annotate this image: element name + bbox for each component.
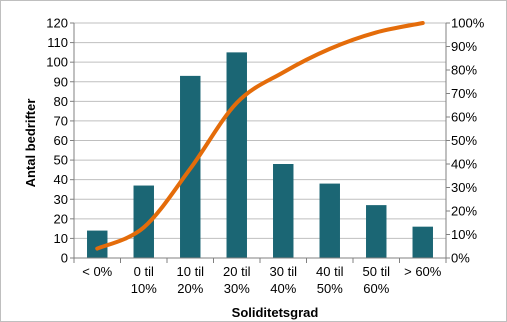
y-tick-label: 60 bbox=[54, 133, 68, 148]
y2-tick-label: 30% bbox=[451, 180, 477, 195]
y-tick-label: 40 bbox=[54, 172, 68, 187]
y2-tick-label: 10% bbox=[451, 227, 477, 242]
y2-tick-label: 70% bbox=[451, 86, 477, 101]
x-tick-label: < 0% bbox=[82, 264, 112, 279]
y2-tick-label: 100% bbox=[451, 16, 485, 31]
tick-labels: 0 10 20 30 40 50 60 70 80 90 100 110 120 0% 10% 20% 30% 4… bbox=[46, 16, 484, 297]
y-tick-label: 20 bbox=[54, 211, 68, 226]
bar bbox=[319, 183, 340, 258]
y-tick-label: 30 bbox=[54, 192, 68, 207]
x-tick-label: 40 til 50% bbox=[316, 264, 344, 296]
bar-series bbox=[87, 52, 433, 258]
y2-tick-label: 20% bbox=[451, 204, 477, 219]
cumulative-line-series bbox=[95, 21, 425, 251]
axes bbox=[70, 22, 450, 263]
y-tick-label: 100 bbox=[46, 55, 68, 70]
x-tick-label: 10 til 20% bbox=[177, 264, 205, 296]
y2-tick-label: 50% bbox=[451, 133, 477, 148]
bar bbox=[366, 205, 387, 258]
y-axis-title: Antal bedrifter bbox=[23, 99, 38, 188]
y-tick-label: 0 bbox=[61, 251, 68, 266]
x-tick-label: 0 til 10% bbox=[131, 264, 157, 296]
y-tick-label: 110 bbox=[47, 35, 68, 50]
cumulative-line bbox=[95, 21, 425, 251]
x-tick-label: 30 til 40% bbox=[270, 264, 298, 296]
y-tick-label: 80 bbox=[54, 94, 68, 109]
x-tick-label: 50 til 60% bbox=[363, 264, 391, 296]
y-tick-label: 10 bbox=[54, 231, 68, 246]
y2-tick-label: 60% bbox=[451, 110, 477, 125]
bar bbox=[412, 226, 433, 258]
gridlines bbox=[74, 22, 446, 239]
y-tick-label: 50 bbox=[54, 153, 68, 168]
y-tick-label: 120 bbox=[46, 16, 68, 31]
bar bbox=[273, 164, 294, 258]
bar bbox=[133, 185, 154, 258]
bar bbox=[226, 52, 247, 258]
x-tick-label: 20 til 30% bbox=[223, 264, 251, 296]
y2-tick-label: 80% bbox=[451, 63, 477, 78]
bar bbox=[87, 230, 108, 258]
y-tick-label: 70 bbox=[54, 113, 68, 128]
y2-tick-label: 0% bbox=[451, 251, 470, 266]
y2-tick-label: 90% bbox=[451, 39, 477, 54]
x-tick-label: > 60% bbox=[404, 264, 442, 279]
x-axis-title: Soliditetsgrad bbox=[232, 305, 319, 320]
y-tick-label: 90 bbox=[54, 74, 68, 89]
y2-tick-label: 40% bbox=[451, 157, 477, 172]
